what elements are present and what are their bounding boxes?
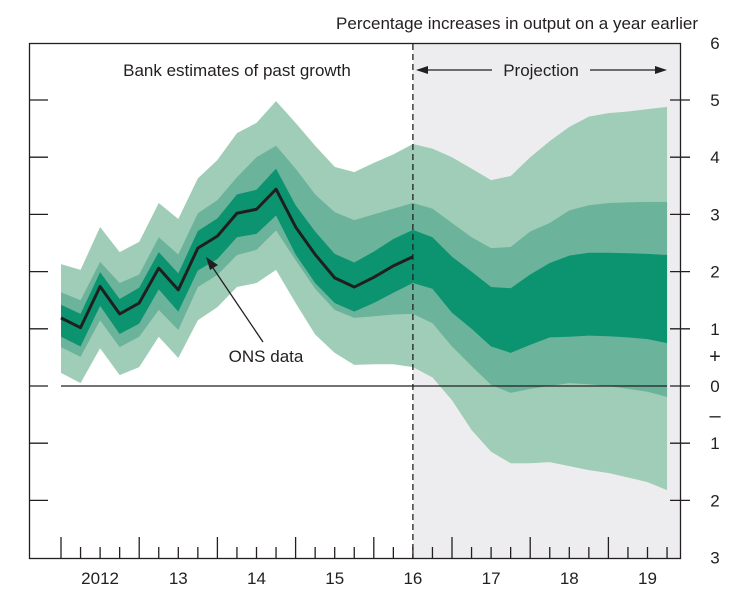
axis-ticks <box>30 99 690 558</box>
y-tick-label: 0 <box>710 377 719 396</box>
y-tick-label: 5 <box>710 91 719 110</box>
y-tick-label: 2 <box>710 263 719 282</box>
y-tick-label: 4 <box>710 148 719 167</box>
y-tick-label: 2 <box>710 491 719 510</box>
x-tick-label: 14 <box>247 569 266 588</box>
past-growth-label: Bank estimates of past growth <box>123 61 351 80</box>
fan-bands <box>61 101 668 491</box>
x-tick-label: 13 <box>169 569 188 588</box>
x-tick-label: 15 <box>325 569 344 588</box>
y-tick-label: 1 <box>710 434 719 453</box>
x-tick-label: 19 <box>638 569 657 588</box>
arrow-head-icon <box>206 257 218 270</box>
projection-arrow <box>416 66 667 74</box>
ons-data-line <box>60 187 414 330</box>
x-tick-label: 16 <box>403 569 422 588</box>
plot-frame <box>28 42 682 560</box>
y-tick-label: 3 <box>710 549 719 568</box>
x-axis-labels: 2012 13 14 15 16 17 18 19 <box>81 569 657 588</box>
y-tick-label: 3 <box>710 205 719 224</box>
y-axis-labels: 6 5 4 3 2 1 0 1 2 3 <box>710 34 719 568</box>
y-tick-label: 1 <box>710 320 719 339</box>
ons-data-label: ONS data <box>229 347 304 366</box>
band-inner <box>61 168 668 353</box>
arrow-left-icon <box>416 66 428 74</box>
y-tick-label: 6 <box>710 34 719 53</box>
x-tick-label: 18 <box>560 569 579 588</box>
projection-label: Projection <box>503 61 579 80</box>
chart-title: Percentage increases in output on a year… <box>336 14 698 33</box>
x-tick-label: 17 <box>482 569 501 588</box>
arrow-right-icon <box>655 66 667 74</box>
y-plus-sign: + <box>709 346 721 368</box>
x-tick-label: 2012 <box>81 569 119 588</box>
ons-data-annotation <box>206 257 264 343</box>
y-minus-sign: – <box>709 405 721 427</box>
